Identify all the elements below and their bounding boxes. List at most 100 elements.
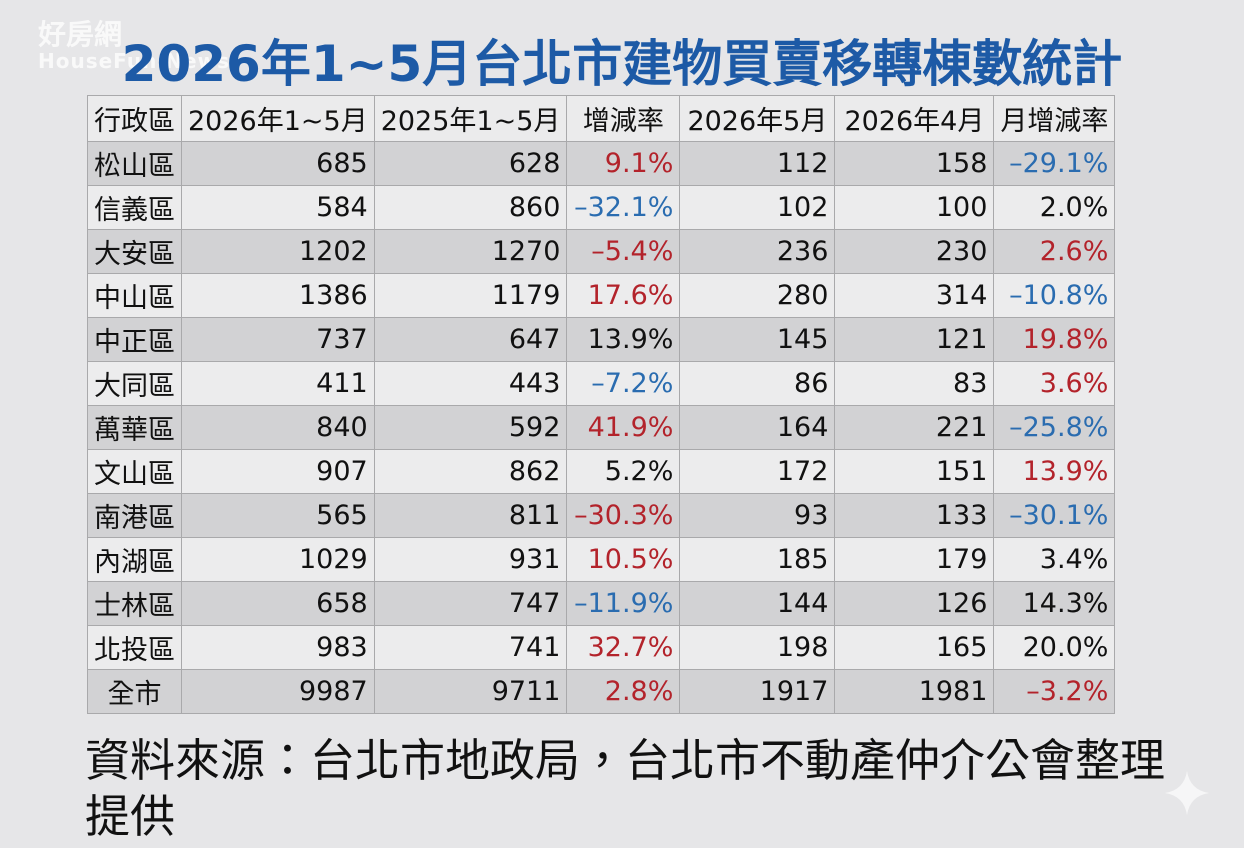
value-cell: –5.4% bbox=[566, 229, 681, 274]
sparkle-icon bbox=[1165, 771, 1209, 815]
column-header: 行政區 bbox=[87, 95, 182, 142]
value-cell: 230 bbox=[834, 229, 995, 274]
watermark: 好房網 HouseFun News bbox=[38, 18, 230, 74]
value-cell: 158 bbox=[834, 141, 995, 186]
value-cell: 747 bbox=[373, 581, 568, 626]
watermark-name: 好房網 bbox=[38, 18, 123, 51]
value-cell: 685 bbox=[181, 141, 375, 186]
value-cell: 221 bbox=[834, 405, 995, 450]
value-cell: –30.1% bbox=[993, 493, 1116, 538]
value-cell: 172 bbox=[679, 449, 836, 494]
value-cell: 411 bbox=[181, 361, 375, 406]
column-header: 2025年1~5月 bbox=[373, 95, 568, 142]
value-cell: 314 bbox=[834, 273, 995, 318]
district-cell: 士林區 bbox=[87, 581, 182, 626]
value-cell: 112 bbox=[679, 141, 836, 186]
source-note: 資料來源：台北市地政局，台北市不動產仲介公會整理提供 bbox=[85, 734, 1166, 843]
value-cell: 647 bbox=[373, 317, 568, 362]
value-cell: 32.7% bbox=[566, 625, 681, 670]
value-cell: 5.2% bbox=[566, 449, 681, 494]
value-cell: –32.1% bbox=[566, 185, 681, 230]
table-row: 中山區 1386 1179 17.6% 280 314 –10.8% bbox=[87, 273, 1116, 318]
value-cell: 102 bbox=[679, 185, 836, 230]
district-cell: 大同區 bbox=[87, 361, 182, 406]
table-row: 南港區 565 811 –30.3% 93 133 –30.1% bbox=[87, 493, 1116, 538]
value-cell: 126 bbox=[834, 581, 995, 626]
table-row: 松山區 685 628 9.1% 112 158 –29.1% bbox=[87, 141, 1116, 186]
value-cell: –10.8% bbox=[993, 273, 1116, 318]
value-cell: 13.9% bbox=[993, 449, 1116, 494]
table-row: 北投區 983 741 32.7% 198 165 20.0% bbox=[87, 625, 1116, 670]
district-cell: 北投區 bbox=[87, 625, 182, 670]
value-cell: 19.8% bbox=[993, 317, 1116, 362]
value-cell: 13.9% bbox=[566, 317, 681, 362]
value-cell: 931 bbox=[373, 537, 568, 582]
value-cell: 100 bbox=[834, 185, 995, 230]
value-cell: –25.8% bbox=[993, 405, 1116, 450]
district-cell: 南港區 bbox=[87, 493, 182, 538]
value-cell: 165 bbox=[834, 625, 995, 670]
value-cell: 179 bbox=[834, 537, 995, 582]
value-cell: 1981 bbox=[834, 669, 995, 714]
value-cell: 9.1% bbox=[566, 141, 681, 186]
value-cell: 145 bbox=[679, 317, 836, 362]
column-header: 2026年1~5月 bbox=[181, 95, 375, 142]
table-row: 大安區 1202 1270 –5.4% 236 230 2.6% bbox=[87, 229, 1116, 274]
value-cell: –30.3% bbox=[566, 493, 681, 538]
value-cell: 860 bbox=[373, 185, 568, 230]
value-cell: 1270 bbox=[373, 229, 568, 274]
value-cell: 236 bbox=[679, 229, 836, 274]
value-cell: –11.9% bbox=[566, 581, 681, 626]
value-cell: 983 bbox=[181, 625, 375, 670]
district-cell: 信義區 bbox=[87, 185, 182, 230]
title: 2026年1~5月台北市建物買賣移轉棟數統計 bbox=[121, 35, 1123, 93]
district-cell: 萬華區 bbox=[87, 405, 182, 450]
value-cell: 198 bbox=[679, 625, 836, 670]
value-cell: 565 bbox=[181, 493, 375, 538]
value-cell: 83 bbox=[834, 361, 995, 406]
table-row: 萬華區 840 592 41.9% 164 221 –25.8% bbox=[87, 405, 1116, 450]
district-cell: 全市 bbox=[87, 669, 182, 714]
value-cell: 592 bbox=[373, 405, 568, 450]
value-cell: –7.2% bbox=[566, 361, 681, 406]
column-header: 2026年4月 bbox=[834, 95, 995, 142]
sparkle bbox=[1165, 771, 1209, 815]
value-cell: 2.0% bbox=[993, 185, 1116, 230]
value-cell: 9711 bbox=[373, 669, 568, 714]
value-cell: 121 bbox=[834, 317, 995, 362]
value-cell: –29.1% bbox=[993, 141, 1116, 186]
value-cell: 584 bbox=[181, 185, 375, 230]
table-row: 士林區 658 747 –11.9% 144 126 14.3% bbox=[87, 581, 1116, 626]
value-cell: 86 bbox=[679, 361, 836, 406]
value-cell: 185 bbox=[679, 537, 836, 582]
value-cell: 737 bbox=[181, 317, 375, 362]
value-cell: 862 bbox=[373, 449, 568, 494]
value-cell: 811 bbox=[373, 493, 568, 538]
value-cell: 144 bbox=[679, 581, 836, 626]
table-row: 文山區 907 862 5.2% 172 151 13.9% bbox=[87, 449, 1116, 494]
value-cell: 1179 bbox=[373, 273, 568, 318]
column-header: 月增減率 bbox=[993, 95, 1116, 142]
value-cell: 133 bbox=[834, 493, 995, 538]
value-cell: 443 bbox=[373, 361, 568, 406]
value-cell: 658 bbox=[181, 581, 375, 626]
district-cell: 文山區 bbox=[87, 449, 182, 494]
value-cell: 2.6% bbox=[993, 229, 1116, 274]
value-cell: 907 bbox=[181, 449, 375, 494]
value-cell: 10.5% bbox=[566, 537, 681, 582]
value-cell: 628 bbox=[373, 141, 568, 186]
district-cell: 中正區 bbox=[87, 317, 182, 362]
data-table: 行政區 2026年1~5月 2025年1~5月 增減率 2026年5月 2026年4月 月增… bbox=[87, 95, 1116, 714]
table-row: 中正區 737 647 13.9% 145 121 19.8% bbox=[87, 317, 1116, 362]
value-cell: 164 bbox=[679, 405, 836, 450]
value-cell: 1917 bbox=[679, 669, 836, 714]
value-cell: 17.6% bbox=[566, 273, 681, 318]
column-header: 增減率 bbox=[566, 95, 681, 142]
district-cell: 大安區 bbox=[87, 229, 182, 274]
district-cell: 中山區 bbox=[87, 273, 182, 318]
value-cell: 3.4% bbox=[993, 537, 1116, 582]
value-cell: 3.6% bbox=[993, 361, 1116, 406]
value-cell: 151 bbox=[834, 449, 995, 494]
value-cell: 2.8% bbox=[566, 669, 681, 714]
